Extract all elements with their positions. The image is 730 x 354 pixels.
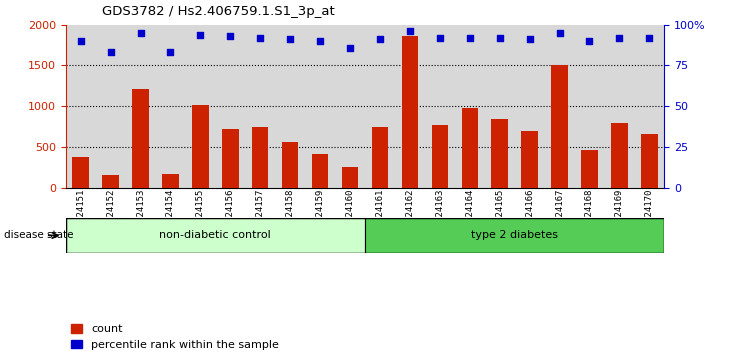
Bar [335,25,365,188]
Bar [491,119,508,188]
Bar [551,65,568,188]
Bar [395,25,425,188]
Text: GDS3782 / Hs2.406759.1.S1_3p_at: GDS3782 / Hs2.406759.1.S1_3p_at [102,5,335,18]
Point [584,38,596,44]
Bar [365,218,664,253]
Bar [342,167,358,188]
Point [194,32,207,38]
Bar [461,108,478,188]
Text: disease state: disease state [4,230,73,240]
Bar [162,174,179,188]
Bar [604,25,634,188]
Bar [402,36,418,188]
Bar [365,25,395,188]
Point [524,36,536,42]
Bar [252,127,269,188]
Bar [66,25,96,188]
Bar [305,25,335,188]
Bar [96,25,126,188]
Text: type 2 diabetes: type 2 diabetes [471,230,558,240]
Bar [521,131,538,188]
Bar [545,25,575,188]
Bar [515,25,545,188]
Point [254,35,266,41]
Point [165,50,177,55]
Bar [641,134,658,188]
Point [494,35,506,41]
Point [554,30,566,36]
Point [345,45,356,50]
Bar [66,218,365,253]
Bar [155,25,185,188]
Bar [215,25,245,188]
Text: non-diabetic control: non-diabetic control [159,230,272,240]
Bar [455,25,485,188]
Bar [372,127,388,188]
Bar [312,154,328,188]
Bar [581,150,598,188]
Bar [575,25,604,188]
Bar [611,123,628,188]
Bar [282,142,299,188]
Bar [132,89,149,188]
Point [644,35,656,41]
Point [285,36,296,42]
Bar [245,25,275,188]
Point [105,50,117,55]
Point [314,38,326,44]
Bar [126,25,155,188]
Bar [72,158,89,188]
Point [225,33,237,39]
Bar [485,25,515,188]
Bar [275,25,305,188]
Bar [222,129,239,188]
Bar [431,125,448,188]
Point [464,35,476,41]
Bar [102,175,119,188]
Point [434,35,445,41]
Bar [634,25,664,188]
Legend: count, percentile rank within the sample: count, percentile rank within the sample [72,324,279,350]
Point [374,36,386,42]
Point [613,35,625,41]
Point [134,30,146,36]
Bar [425,25,455,188]
Bar [192,105,209,188]
Point [75,38,87,44]
Bar [185,25,215,188]
Point [404,28,416,34]
